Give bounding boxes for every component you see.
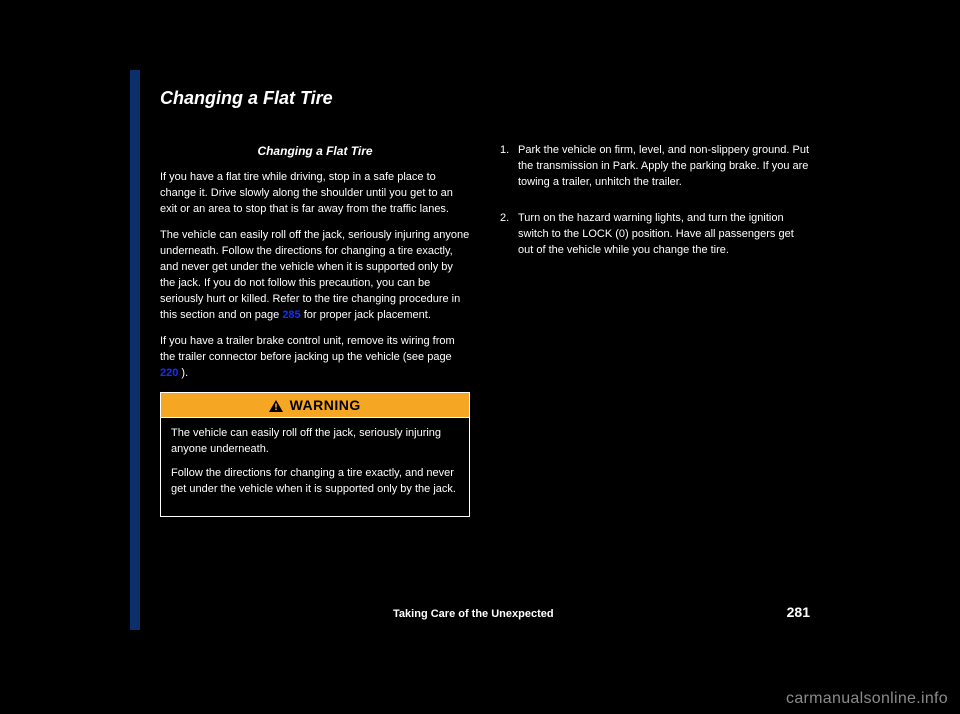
page-title: Changing a Flat Tire bbox=[160, 88, 830, 109]
warning-box: WARNING The vehicle can easily roll off … bbox=[160, 392, 470, 517]
left-column: Changing a Flat Tire If you have a flat … bbox=[160, 143, 470, 517]
paragraph-text: The vehicle can easily roll off the jack… bbox=[160, 229, 469, 321]
spacer bbox=[500, 201, 810, 211]
paragraph-text: for proper jack placement. bbox=[304, 309, 431, 321]
page-ref-link[interactable]: 285 bbox=[282, 309, 300, 321]
warning-triangle-icon bbox=[269, 400, 283, 412]
lead-label: Changing a Flat Tire bbox=[160, 143, 470, 160]
warning-label: WARNING bbox=[290, 397, 361, 413]
page-number: 281 bbox=[787, 604, 810, 620]
section-name: Taking Care of the Unexpected bbox=[393, 608, 554, 620]
step-text: Turn on the hazard warning lights, and t… bbox=[518, 211, 810, 259]
paragraph-text: ). bbox=[181, 367, 188, 379]
step-item: 1. Park the vehicle on firm, level, and … bbox=[500, 143, 810, 201]
warning-body: The vehicle can easily roll off the jack… bbox=[161, 418, 469, 508]
warning-text: Follow the directions for changing a tir… bbox=[171, 466, 459, 498]
step-number: 2. bbox=[500, 211, 512, 269]
step-text: Park the vehicle on firm, level, and non… bbox=[518, 143, 810, 191]
paragraph: The vehicle can easily roll off the jack… bbox=[160, 228, 470, 324]
page-ref-link[interactable]: 220 bbox=[160, 367, 178, 379]
paragraph: If you have a flat tire while driving, s… bbox=[160, 170, 470, 218]
step-item: 2. Turn on the hazard warning lights, an… bbox=[500, 211, 810, 269]
sidebar-stripe bbox=[130, 70, 140, 630]
paragraph: If you have a trailer brake control unit… bbox=[160, 334, 470, 382]
warning-header: WARNING bbox=[161, 393, 469, 418]
page-footer: Taking Care of the Unexpected 281 bbox=[160, 604, 810, 620]
manual-page: Changing a Flat Tire Changing a Flat Tir… bbox=[130, 70, 830, 630]
warning-text: The vehicle can easily roll off the jack… bbox=[171, 426, 459, 458]
right-column: 1. Park the vehicle on firm, level, and … bbox=[500, 143, 810, 517]
step-number: 1. bbox=[500, 143, 512, 201]
paragraph-text: If you have a trailer brake control unit… bbox=[160, 335, 455, 363]
content-columns: Changing a Flat Tire If you have a flat … bbox=[130, 123, 830, 517]
watermark: carmanualsonline.info bbox=[786, 690, 948, 708]
